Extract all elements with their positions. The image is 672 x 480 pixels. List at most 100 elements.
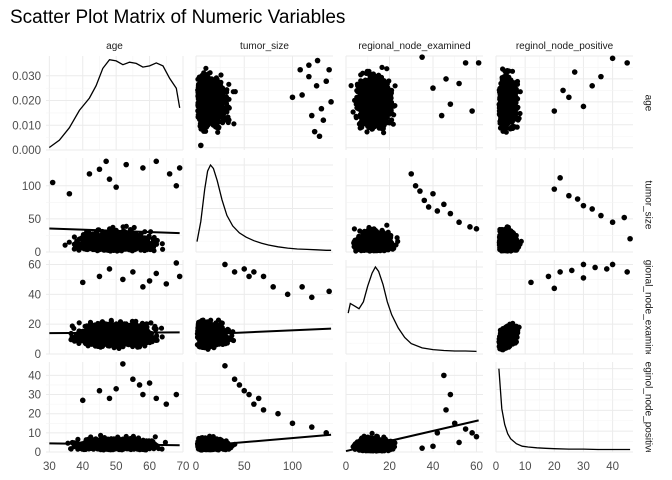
scatter-points xyxy=(348,64,398,136)
scatter-point xyxy=(419,445,425,451)
scatter-point xyxy=(609,219,616,226)
scatter-point xyxy=(624,60,630,66)
x-tick-label: 0 xyxy=(343,461,349,473)
trend-line xyxy=(345,419,479,453)
scatter-point xyxy=(441,372,447,379)
x-tick-label: 70 xyxy=(177,461,190,473)
panel-regional_node_examined-vs-regional_node_examined xyxy=(345,260,483,355)
trend-line xyxy=(49,331,180,335)
scatter-point xyxy=(231,269,238,275)
x-tick-label: 60 xyxy=(143,461,156,473)
scatter-point xyxy=(447,391,454,398)
scatter-points xyxy=(65,432,168,453)
scatter-point xyxy=(412,183,419,189)
panel-regional_node_examined-vs-tumor_size xyxy=(194,260,333,355)
trend-line xyxy=(195,327,332,336)
scatter-point xyxy=(447,101,454,107)
x-tick-label: 50 xyxy=(238,461,251,473)
scatter-point xyxy=(163,401,170,407)
x-tick-label: 40 xyxy=(606,461,619,473)
scatter-point xyxy=(560,87,566,94)
scatter-point xyxy=(571,69,578,75)
scatter-point xyxy=(308,424,315,430)
scatter-point xyxy=(580,261,587,268)
scatter-point xyxy=(434,430,441,436)
scatter-point xyxy=(246,273,252,280)
scatter-point xyxy=(419,54,425,60)
x-tick-label: 20 xyxy=(548,461,561,473)
strip-right-age: age xyxy=(643,95,654,112)
scatter-point xyxy=(113,386,119,392)
panel-age-vs-age xyxy=(46,56,184,151)
scatter-points xyxy=(351,222,401,254)
scatter-point xyxy=(222,261,228,268)
scatter-point xyxy=(199,110,206,117)
scatter-point xyxy=(140,165,146,171)
panel-reginol_node_positive-vs-reginol_node_positive xyxy=(495,362,633,453)
scatter-point xyxy=(320,117,327,123)
scatter-point xyxy=(106,266,113,272)
scatter-point xyxy=(580,275,587,281)
scatter-point xyxy=(297,66,303,73)
y-tick-label: 20 xyxy=(28,319,41,331)
scatter-points xyxy=(496,66,523,135)
scatter-point xyxy=(589,206,595,212)
scatter-point xyxy=(462,60,469,66)
scatter-point xyxy=(173,183,180,189)
scatter-point xyxy=(441,201,447,208)
scatter-points xyxy=(62,223,166,254)
scatter-point xyxy=(106,395,113,402)
scatter-point xyxy=(430,190,436,197)
scatter-point xyxy=(580,202,587,209)
scatter-point xyxy=(443,76,449,82)
scatter-point xyxy=(326,288,332,295)
scatter-point xyxy=(456,439,462,446)
scatter-point xyxy=(316,133,323,140)
scatter-point xyxy=(462,426,469,432)
density-curve-reginol_node_positive xyxy=(498,368,631,451)
scatter-point xyxy=(621,214,628,221)
scatter-point xyxy=(49,179,56,186)
trend-line xyxy=(49,227,180,235)
y-tick-label: 0.020 xyxy=(12,96,41,108)
panel-tumor_size-vs-regional_node_examined xyxy=(345,158,483,254)
scatter-point xyxy=(136,382,143,388)
scatter-point xyxy=(79,279,86,286)
scatter-point xyxy=(326,66,332,73)
scatter-point xyxy=(551,108,558,114)
scatter-point xyxy=(551,285,558,292)
scatter-point xyxy=(241,266,248,272)
scatter-points xyxy=(68,317,165,352)
y-tick-label: 0 xyxy=(35,349,41,361)
scatter-point xyxy=(421,197,428,204)
scatter-points xyxy=(194,433,238,453)
scatter-point xyxy=(66,190,73,197)
scatter-point xyxy=(443,407,449,413)
scatter-point xyxy=(146,380,153,386)
strip-right-group: age xyxy=(643,95,654,112)
scatter-point xyxy=(176,165,183,171)
scatter-point xyxy=(166,171,173,177)
scatter-point xyxy=(528,279,534,286)
scatter-point xyxy=(318,105,325,112)
scatter-point xyxy=(425,204,432,210)
scatter-point xyxy=(598,73,604,80)
scatter-point xyxy=(627,235,633,242)
scatter-point xyxy=(314,57,321,64)
scatter-point xyxy=(241,387,248,394)
strip-right-reginol_node_positive: reginol_node_positive xyxy=(643,358,654,456)
scatter-points xyxy=(496,320,522,353)
scatter-point xyxy=(255,395,262,402)
scatter-point xyxy=(163,281,170,287)
scatter-point xyxy=(589,83,595,89)
panel-background xyxy=(496,158,633,252)
scatter-point xyxy=(473,226,480,232)
strip-right-group: reginol_node_positive xyxy=(643,358,654,456)
scatter-point xyxy=(113,184,119,190)
scatter-point xyxy=(308,294,315,301)
scatter-point xyxy=(96,273,103,280)
panel-age-vs-reginol_node_positive xyxy=(495,55,633,150)
scatter-point xyxy=(475,60,482,66)
scatter-point xyxy=(417,188,423,194)
scatter-point xyxy=(609,55,616,62)
